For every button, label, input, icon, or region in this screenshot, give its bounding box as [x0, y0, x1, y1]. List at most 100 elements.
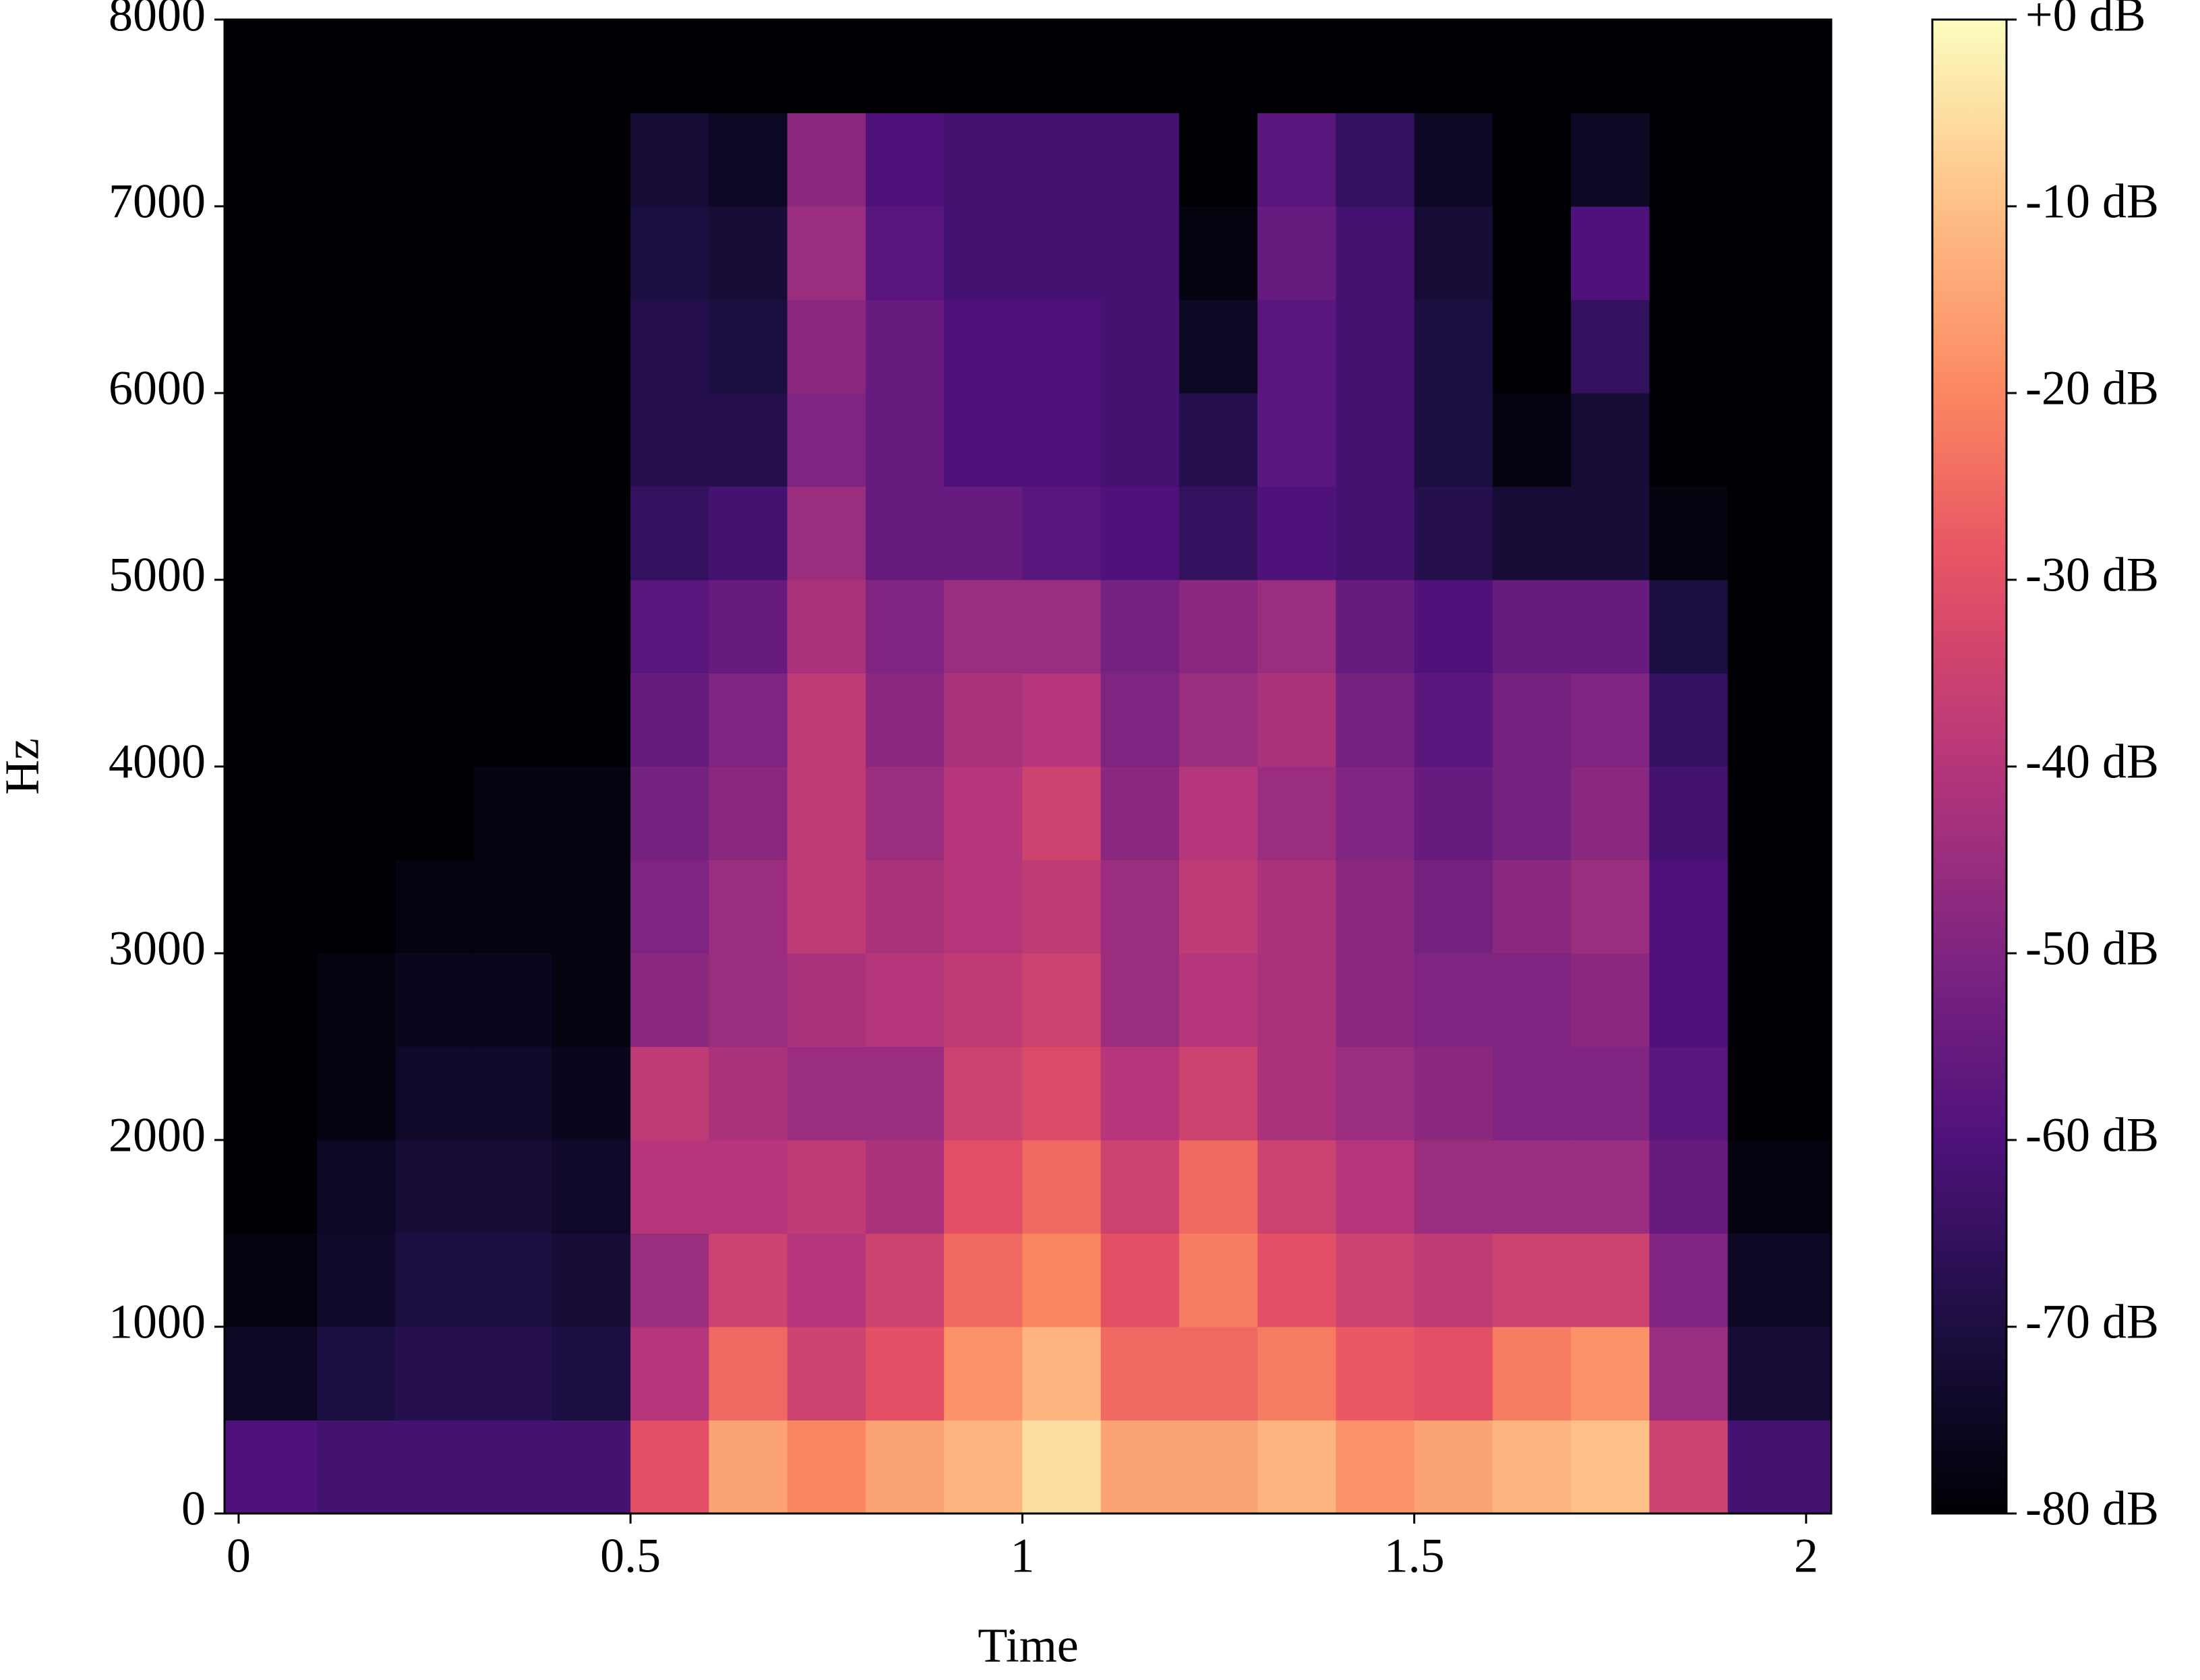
heatmap-cell [1727, 1233, 1832, 1327]
heatmap-cell [944, 953, 1023, 1047]
heatmap-cell [1649, 767, 1729, 860]
heatmap-cell [473, 113, 553, 207]
heatmap-cell [1100, 486, 1180, 580]
heatmap-cell [1257, 113, 1336, 207]
heatmap-cell [709, 1233, 788, 1327]
heatmap-cell [317, 393, 396, 487]
heatmap-cell [225, 299, 318, 394]
heatmap-cell [865, 113, 945, 207]
heatmap-cell [1022, 673, 1102, 767]
heatmap-cell [473, 299, 553, 394]
heatmap-cell [1492, 580, 1572, 673]
y-tick-label: 5000 [109, 548, 206, 602]
heatmap-cell [709, 953, 788, 1047]
heatmap-cell [630, 20, 709, 113]
heatmap-cell [1022, 20, 1102, 113]
heatmap-cell [552, 1233, 631, 1327]
heatmap-cell [1414, 20, 1493, 113]
heatmap-cell [1100, 113, 1180, 207]
heatmap-cell [1727, 113, 1832, 207]
heatmap-cell [1336, 1420, 1415, 1514]
heatmap-cell [552, 953, 631, 1047]
heatmap-cell [1336, 1046, 1415, 1141]
heatmap-cell [944, 860, 1023, 954]
heatmap-cell [865, 953, 945, 1047]
heatmap-cell [1257, 953, 1336, 1047]
heatmap-cell [1727, 767, 1832, 860]
heatmap-cell [1649, 1140, 1729, 1234]
heatmap-cell [552, 299, 631, 394]
heatmap-cell [1022, 1046, 1102, 1141]
heatmap-cell [865, 1046, 945, 1141]
heatmap-cell [1336, 1140, 1415, 1234]
heatmap-cell [1022, 299, 1102, 394]
heatmap-cell [865, 393, 945, 487]
heatmap-cell [1492, 486, 1572, 580]
heatmap-cell [1336, 953, 1415, 1047]
heatmap-cell [225, 1420, 318, 1514]
heatmap-cell [473, 860, 553, 954]
heatmap-cell [1257, 1420, 1336, 1514]
heatmap-cell [787, 953, 866, 1047]
heatmap-cell [630, 1046, 709, 1141]
heatmap-cell [944, 113, 1023, 207]
heatmap-cell [787, 1140, 866, 1234]
heatmap-cell [1336, 673, 1415, 767]
heatmap-cell [1649, 20, 1729, 113]
heatmap-cell [1492, 393, 1572, 487]
heatmap-cell [1022, 953, 1102, 1047]
heatmap-cell [225, 486, 318, 580]
heatmap-cell [1649, 113, 1729, 207]
heatmap-cell [865, 767, 945, 860]
heatmap-cell [787, 20, 866, 113]
heatmap-cell [1727, 860, 1832, 954]
heatmap-cell [317, 113, 396, 207]
heatmap-cell [395, 113, 475, 207]
x-tick-label: 0 [227, 1529, 251, 1583]
heatmap-cell [1649, 206, 1729, 300]
heatmap-cell [552, 113, 631, 207]
heatmap-cell [1179, 486, 1258, 580]
heatmap-cell [1179, 393, 1258, 487]
heatmap-cell [225, 1046, 318, 1141]
heatmap-cell [225, 393, 318, 487]
heatmap-cell [1336, 767, 1415, 860]
heatmap-cell [787, 393, 866, 487]
heatmap-cell [944, 1140, 1023, 1234]
heatmap-cell [944, 393, 1023, 487]
heatmap-cell [944, 1233, 1023, 1327]
heatmap-cell [787, 1327, 866, 1420]
heatmap-cell [1571, 673, 1650, 767]
heatmap-cell [1727, 580, 1832, 673]
heatmap-cell [1414, 673, 1493, 767]
heatmap-cell [225, 206, 318, 300]
heatmap-cell [1100, 1140, 1180, 1234]
heatmap-cell [630, 580, 709, 673]
colorbar-tick-label: -40 dB [2025, 735, 2159, 789]
heatmap-cell [787, 486, 866, 580]
heatmap-cell [225, 673, 318, 767]
heatmap-cell [1257, 580, 1336, 673]
heatmap-cell [1492, 767, 1572, 860]
heatmap-cell [317, 486, 396, 580]
heatmap-cell [944, 20, 1023, 113]
heatmap-cell [787, 299, 866, 394]
heatmap-cell [552, 486, 631, 580]
heatmap-cell [1022, 1420, 1102, 1514]
heatmap-cell [865, 860, 945, 954]
heatmap-cell [552, 860, 631, 954]
heatmap-cell [1336, 299, 1415, 394]
heatmap-cell [787, 206, 866, 300]
heatmap-cell [473, 486, 553, 580]
heatmap-cell [1492, 1233, 1572, 1327]
heatmap-cell [630, 393, 709, 487]
heatmap-cell [1100, 20, 1180, 113]
heatmap-cell [787, 580, 866, 673]
heatmap-cell [1179, 860, 1258, 954]
heatmap-cell [1571, 1233, 1650, 1327]
heatmap-cell [787, 1233, 866, 1327]
heatmap-cell [1100, 1420, 1180, 1514]
heatmap-cell [1336, 1233, 1415, 1327]
heatmap-cell [1492, 953, 1572, 1047]
